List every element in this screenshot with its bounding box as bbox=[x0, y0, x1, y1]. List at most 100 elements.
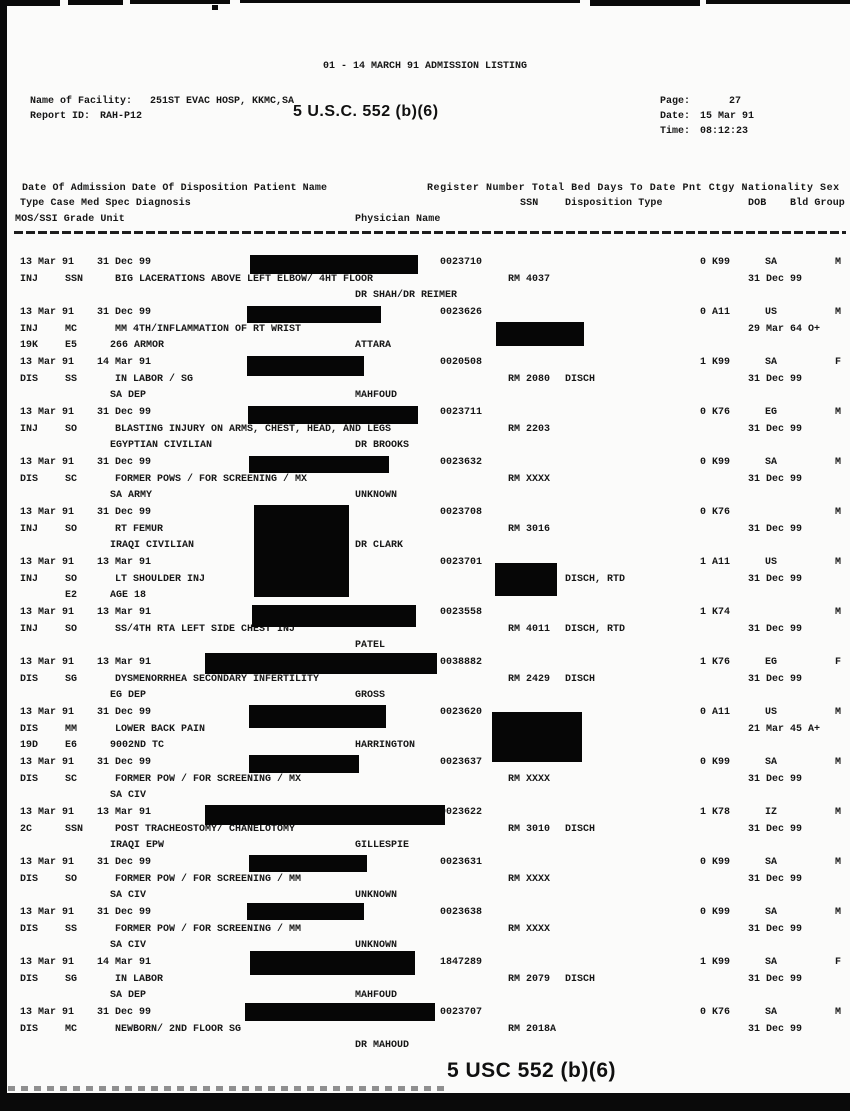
field-unit: IRAQI EPW bbox=[110, 840, 165, 851]
column-header-physician: Physician Name bbox=[355, 214, 441, 225]
field-type: INJ bbox=[20, 574, 39, 585]
record-15-line1: 13 Mar 91 14 Mar 91 1847289 1 K99 SA F bbox=[0, 957, 850, 972]
field-dispo: DISCH bbox=[565, 824, 596, 835]
field-rm: RM 2203 bbox=[508, 424, 551, 435]
field-days: 0 bbox=[700, 1007, 707, 1018]
record-9-line2: DIS SG DYSMENORRHEA SECONDARY INFERTILITY R… bbox=[0, 674, 850, 689]
field-dob: 31 Dec 99 bbox=[748, 924, 803, 935]
column-header-row2-left: Type Case Med Spec Diagnosis bbox=[20, 198, 191, 209]
redaction-box bbox=[492, 712, 582, 762]
redaction-box bbox=[495, 563, 557, 596]
field-days: 0 bbox=[700, 507, 707, 518]
field-grade: E2 bbox=[65, 590, 78, 601]
record-14-line1: 13 Mar 91 31 Dec 99 0023638 0 K99 SA M bbox=[0, 907, 850, 922]
record-5-line2: DIS SC FORMER POWS / FOR SCREENING / MX RM … bbox=[0, 474, 850, 489]
field-sex: M bbox=[835, 407, 842, 418]
field-unit: SA ARMY bbox=[110, 490, 153, 501]
scan-edge-bottom bbox=[0, 1093, 850, 1111]
foia-exemption-stamp-bottom: 5 USC 552 (b)(6) bbox=[447, 1059, 617, 1082]
field-days: 0 bbox=[700, 907, 707, 918]
field-days: 0 bbox=[700, 257, 707, 268]
field-phys: MAHFOUD bbox=[355, 390, 398, 401]
field-phys: ATTARA bbox=[355, 340, 392, 351]
field-phys: GROSS bbox=[355, 690, 386, 701]
report-time-value: 08:12:23 bbox=[700, 126, 749, 137]
field-diag: NEWBORN/ 2ND FLOOR SG bbox=[115, 1024, 242, 1035]
scan-edge-top bbox=[130, 0, 230, 4]
field-nat: IZ bbox=[765, 807, 778, 818]
field-days: 1 bbox=[700, 657, 707, 668]
record-7-line3: E2 AGE 18 bbox=[0, 590, 850, 605]
field-unit: 9002ND TC bbox=[110, 740, 165, 751]
field-ctgy: K99 bbox=[712, 757, 731, 768]
field-rm: RM 4037 bbox=[508, 274, 551, 285]
field-rm: RM 2018A bbox=[508, 1024, 557, 1035]
field-spec: SG bbox=[65, 974, 78, 985]
field-dob: 29 Mar 64 O+ bbox=[748, 324, 821, 335]
field-spec: SO bbox=[65, 874, 78, 885]
field-adm: 13 Mar 91 bbox=[20, 557, 75, 568]
field-disp: 31 Dec 99 bbox=[97, 1007, 152, 1018]
field-adm: 13 Mar 91 bbox=[20, 707, 75, 718]
field-diag: BIG LACERATIONS ABOVE LEFT ELBOW/ 4HT FL… bbox=[115, 274, 374, 285]
field-sex: M bbox=[835, 457, 842, 468]
record-13-line1: 13 Mar 91 31 Dec 99 0023631 0 K99 SA M bbox=[0, 857, 850, 872]
record-10-line1: 13 Mar 91 31 Dec 99 0023620 0 A11 US M bbox=[0, 707, 850, 722]
field-diag: MM 4TH/INFLAMMATION OF RT WRIST bbox=[115, 324, 302, 335]
field-type: DIS bbox=[20, 774, 39, 785]
field-reg: 0023626 bbox=[440, 307, 483, 318]
report-time-label: Time: bbox=[660, 126, 691, 137]
field-type: INJ bbox=[20, 424, 39, 435]
record-8-line2: INJ SO SS/4TH RTA LEFT SIDE CHEST INJ RM 40… bbox=[0, 624, 850, 639]
record-3-line3: SA DEP MAHFOUD bbox=[0, 390, 850, 405]
column-header-row3-left: MOS/SSI Grade Unit bbox=[15, 214, 125, 225]
field-rm: RM 2079 bbox=[508, 974, 551, 985]
field-dob: 31 Dec 99 bbox=[748, 574, 803, 585]
redaction-box bbox=[249, 456, 389, 473]
redaction-box bbox=[496, 322, 584, 346]
record-10-line2: DIS MM LOWER BACK PAIN 21 Mar 45 A+ bbox=[0, 724, 850, 739]
field-spec: MC bbox=[65, 324, 78, 335]
field-dob: 31 Dec 99 bbox=[748, 974, 803, 985]
record-2-line3: 19K E5 266 ARMOR ATTARA bbox=[0, 340, 850, 355]
field-spec: SO bbox=[65, 524, 78, 535]
field-dob: 31 Dec 99 bbox=[748, 274, 803, 285]
field-reg: 0023620 bbox=[440, 707, 483, 718]
field-sex: M bbox=[835, 757, 842, 768]
field-sex: F bbox=[835, 957, 842, 968]
field-type: INJ bbox=[20, 624, 39, 635]
field-diag: RT FEMUR bbox=[115, 524, 164, 535]
field-ctgy: K76 bbox=[712, 657, 731, 668]
record-16-line1: 13 Mar 91 31 Dec 99 0023707 0 K76 SA M bbox=[0, 1007, 850, 1022]
scan-speck bbox=[212, 5, 218, 10]
field-diag: BLASTING INJURY ON ARMS, CHEST, HEAD, AN… bbox=[115, 424, 392, 435]
field-adm: 13 Mar 91 bbox=[20, 357, 75, 368]
field-adm: 13 Mar 91 bbox=[20, 807, 75, 818]
field-disp: 13 Mar 91 bbox=[97, 657, 152, 668]
record-13-line3: SA CIV UNKNOWN bbox=[0, 890, 850, 905]
field-phys: PATEL bbox=[355, 640, 386, 651]
column-header-ssn: SSN bbox=[520, 198, 539, 209]
field-dispo: DISCH, RTD bbox=[565, 624, 626, 635]
field-type: DIS bbox=[20, 374, 39, 385]
field-diag: FORMER POWS / FOR SCREENING / MX bbox=[115, 474, 308, 485]
field-sex: M bbox=[835, 907, 842, 918]
field-dob: 31 Dec 99 bbox=[748, 624, 803, 635]
field-spec: SSN bbox=[65, 824, 84, 835]
redaction-box bbox=[205, 653, 437, 674]
field-grade: E6 bbox=[65, 740, 78, 751]
field-dispo: DISCH bbox=[565, 674, 596, 685]
field-type: DIS bbox=[20, 474, 39, 485]
scan-edge-top bbox=[590, 0, 700, 6]
field-unit: SA DEP bbox=[110, 990, 147, 1001]
record-15-line3: SA DEP MAHFOUD bbox=[0, 990, 850, 1005]
field-disp: 31 Dec 99 bbox=[97, 257, 152, 268]
field-phys: DR BROOKS bbox=[355, 440, 410, 451]
field-reg: 0023711 bbox=[440, 407, 483, 418]
field-reg: 1847289 bbox=[440, 957, 483, 968]
field-mos: 19K bbox=[20, 340, 39, 351]
field-adm: 13 Mar 91 bbox=[20, 857, 75, 868]
field-unit: EGYPTIAN CIVILIAN bbox=[110, 440, 213, 451]
redaction-box bbox=[245, 1003, 435, 1021]
